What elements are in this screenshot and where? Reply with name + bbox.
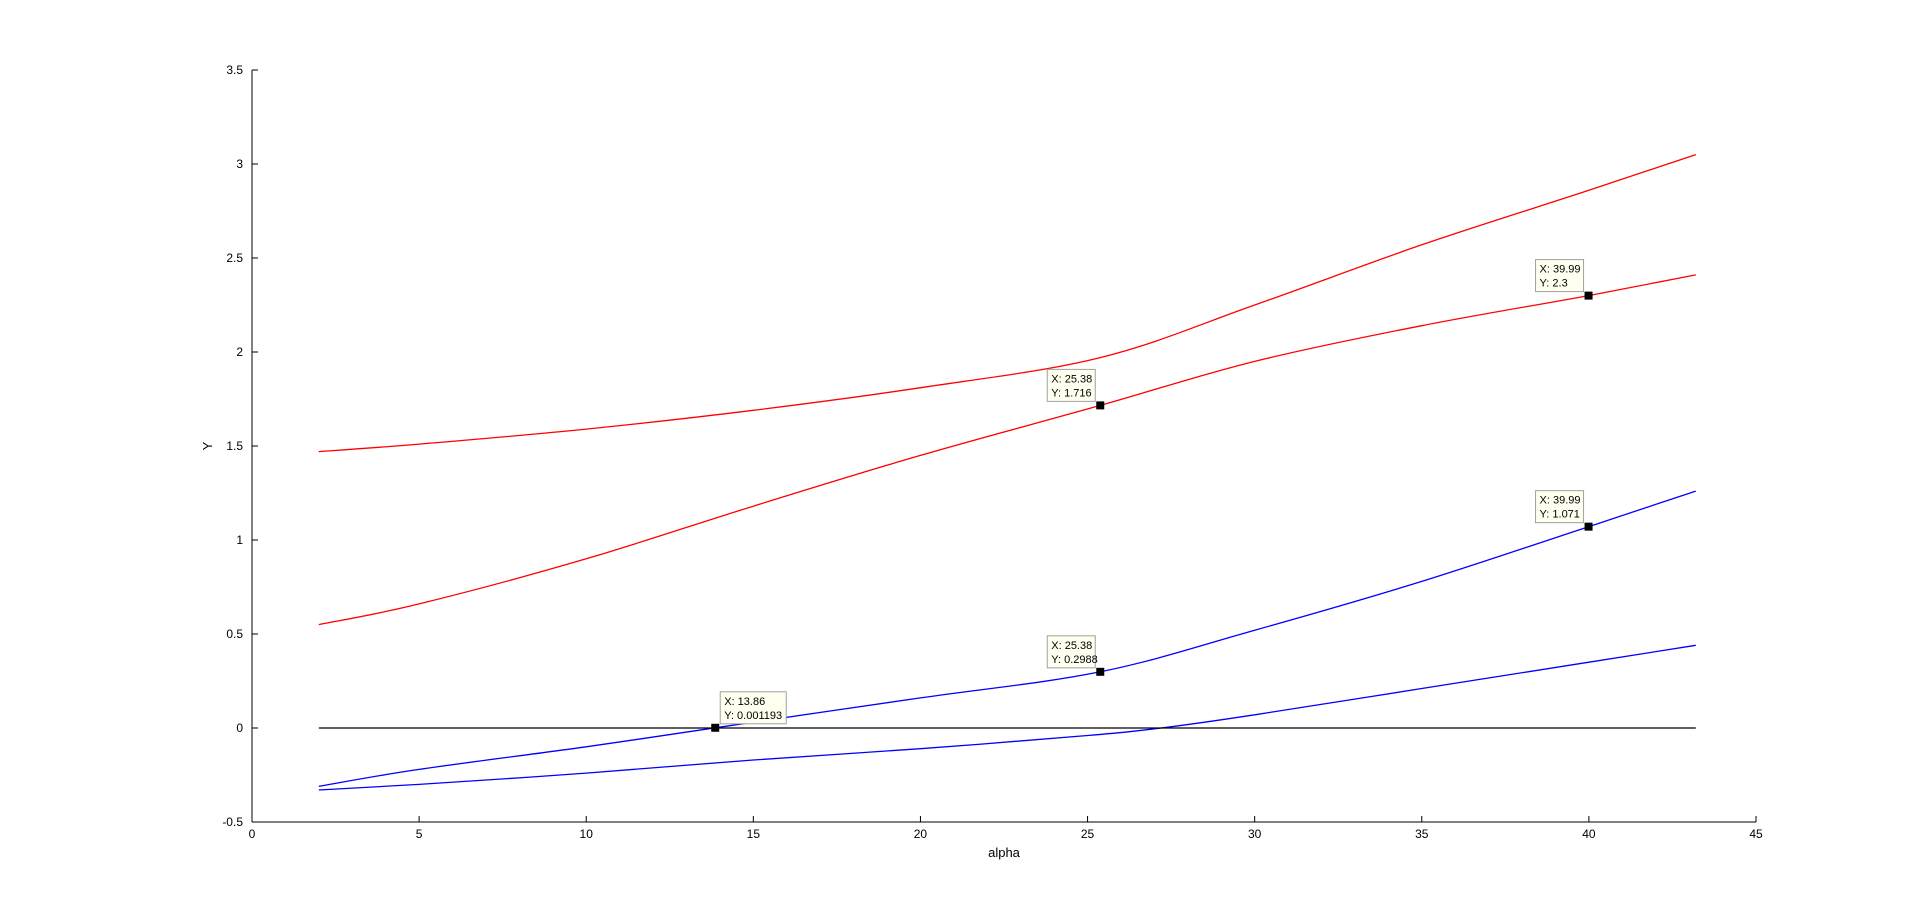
datatip-box <box>1535 490 1585 524</box>
y-axis-title: Y <box>200 441 215 450</box>
datatip-box <box>1046 635 1096 669</box>
datatip[interactable]: X: 25.38 Y: 1.716 <box>1046 368 1105 410</box>
series-line-2 <box>318 274 1696 626</box>
y-tick-label: 0 <box>236 721 243 735</box>
y-tick-label: 3.5 <box>226 63 243 77</box>
axes <box>251 70 1756 823</box>
x-tick-label: 5 <box>416 827 423 841</box>
datatip[interactable]: X: 13.86 Y: 0.001193 <box>711 691 787 732</box>
datatip-box <box>1535 259 1585 293</box>
datatip-x-text: X: 25.38 <box>1051 373 1092 385</box>
x-tick-label: 45 <box>1749 827 1763 841</box>
datatip-box <box>1046 368 1096 402</box>
datatip[interactable]: X: 39.99 Y: 1.071 <box>1535 490 1593 531</box>
datatip-y-text: Y: 0.2988 <box>1051 654 1098 666</box>
y-tick-label: 0.5 <box>226 627 243 641</box>
x-axis-title: alpha <box>988 845 1021 860</box>
y-tick-label: 3 <box>236 157 243 171</box>
datatip-marker[interactable] <box>1096 401 1105 410</box>
datatip[interactable]: X: 25.38 Y: 0.2988 <box>1046 635 1105 676</box>
x-tick-label: 40 <box>1582 827 1596 841</box>
datatip-marker[interactable] <box>1096 667 1105 676</box>
series-line-4 <box>318 644 1696 791</box>
x-tick-label: 35 <box>1415 827 1429 841</box>
tick-layer: 0 5 10 15 20 25 30 35 40 45 -0.5 0 0.5 1 1.5 2 2.5 3 3.5 <box>222 63 1763 841</box>
datatip-x-text: X: 39.99 <box>1540 495 1581 507</box>
datatip-marker[interactable] <box>711 723 720 732</box>
series-line-3 <box>318 490 1697 787</box>
datatip-y-text: Y: 1.716 <box>1051 387 1091 399</box>
y-tick-label: 1.5 <box>226 439 243 453</box>
y-tick-label: 2.5 <box>226 251 243 265</box>
x-tick-label: 0 <box>249 827 256 841</box>
datatip-x-text: X: 25.38 <box>1051 640 1092 652</box>
x-tick-label: 15 <box>747 827 761 841</box>
y-tick-label: 2 <box>236 345 243 359</box>
series-line-1 <box>318 153 1697 453</box>
y-tick-label: 1 <box>236 533 243 547</box>
datatip-y-text: Y: 2.3 <box>1540 278 1568 290</box>
datatip-x-text: X: 13.86 <box>724 696 765 708</box>
datatip-y-text: Y: 0.001193 <box>724 710 782 722</box>
datatip-box <box>719 691 787 725</box>
datatip-x-text: X: 39.99 <box>1540 264 1581 276</box>
y-tick-label: -0.5 <box>222 815 243 829</box>
datatip-marker[interactable] <box>1584 291 1593 300</box>
x-tick-label: 25 <box>1081 827 1095 841</box>
x-tick-label: 10 <box>580 827 594 841</box>
series-layer <box>318 153 1697 791</box>
datatip-marker[interactable] <box>1584 522 1593 531</box>
datatip[interactable]: X: 39.99 Y: 2.3 <box>1535 259 1593 300</box>
x-tick-label: 30 <box>1248 827 1262 841</box>
x-tick-label: 20 <box>914 827 928 841</box>
datatip-y-text: Y: 1.071 <box>1540 509 1580 521</box>
